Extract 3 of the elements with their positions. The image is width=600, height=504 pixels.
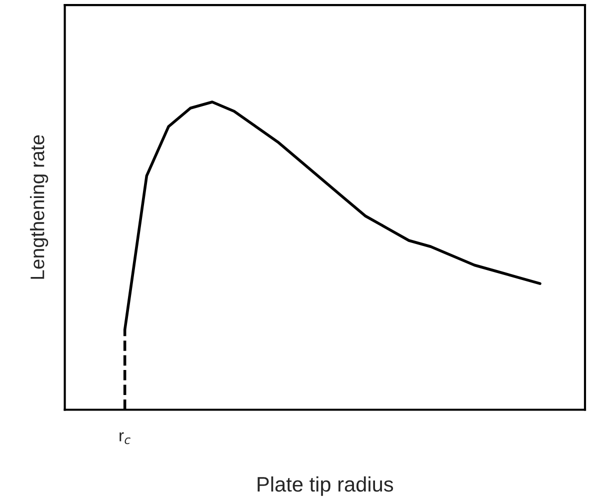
y-axis-title: Lengthening rate <box>30 135 48 279</box>
x-axis-title: Plate tip radius <box>258 476 394 496</box>
text: r$_{c}$ <box>120 432 130 444</box>
